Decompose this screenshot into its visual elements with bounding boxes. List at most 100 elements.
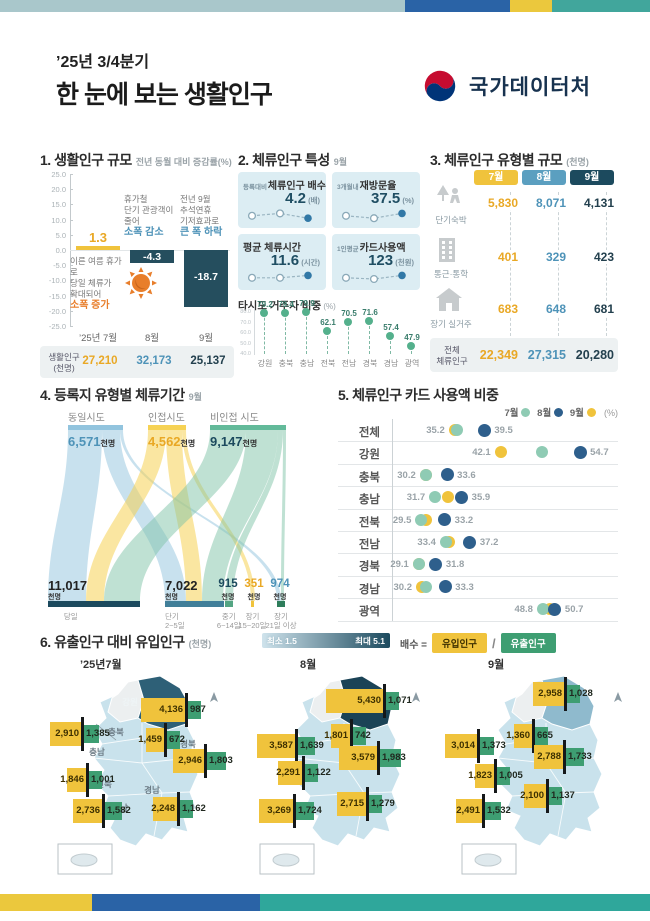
- lollipop-axis: [254, 308, 255, 355]
- footer-value: 25,137: [190, 355, 226, 367]
- lollipop-category: 전북: [320, 359, 336, 368]
- min-value-label: 30.2: [393, 581, 412, 593]
- region-name-충북: 충북: [108, 727, 124, 737]
- outflow-value: 1,639: [299, 740, 324, 751]
- dot: [455, 490, 469, 504]
- metric-value-row: 11.6 (시간): [238, 252, 320, 270]
- map-month-label: 9월: [488, 659, 505, 671]
- inflow-value: 2,788: [537, 751, 561, 762]
- y-tick-label: -25.0: [48, 322, 66, 331]
- spending-row-광역: 광역 48.8 50.7: [338, 598, 618, 622]
- ratio-tick: [176, 792, 180, 826]
- section4-stay-duration-sankey: 4. 등록지 유형별 체류기간 9월 동일시도 6,571천명 인접시도 4,562천명 비…: [40, 385, 332, 635]
- target-label: 장기: [245, 612, 260, 621]
- inflow-bar: 2,910: [50, 722, 81, 746]
- annotation-emphasis: 큰 폭 하락: [180, 227, 223, 238]
- gov-taegeuk-icon: [420, 66, 460, 106]
- lollipop-value: 79.4: [278, 299, 294, 309]
- max-value-label: 39.5: [494, 425, 513, 436]
- outflow-bar: 665: [535, 727, 553, 745]
- y-tick-label: -10.0: [48, 276, 66, 286]
- target-value: 974: [270, 578, 290, 590]
- section-title: 2. 체류인구 특성 9월: [238, 150, 347, 170]
- lollipop-value: 70.5: [341, 308, 357, 318]
- outflow-bar: 1,137: [548, 787, 575, 805]
- lollipop-ytick: 80.0: [240, 309, 251, 315]
- outflow-bar: 1,122: [304, 764, 331, 782]
- metric-value-row: 37.5 (%): [332, 190, 414, 208]
- bar-value-label: 1.3: [88, 230, 108, 245]
- max-value-label: 50.7: [564, 604, 584, 616]
- ratio-tick: [85, 763, 89, 797]
- cell-value: 681: [566, 302, 614, 316]
- max-value-label: 33.2: [454, 514, 474, 526]
- spending-row-충북: 충북 30.2 33.6: [338, 463, 618, 488]
- outflow-value: 1,582: [106, 805, 131, 816]
- section-subtitle: (천명): [566, 157, 589, 167]
- lollipop-category: 광역: [404, 359, 420, 368]
- annotation-line: 추석연휴: [180, 205, 212, 215]
- building-icon: [434, 236, 466, 266]
- map-’25년7월: ’25년7월강원충북충남전북전남경북경남4,1369871,4596722,91…: [42, 656, 242, 884]
- metric-card-0: 등록대비체류인구 배수 4.2 (배): [238, 172, 326, 228]
- section-title-text: 3. 체류인구 유형별 규모: [430, 152, 563, 168]
- min-value-label: 30.2: [397, 469, 416, 481]
- row-plot: 33.4 37.2: [392, 531, 619, 554]
- lollipop-dot: [323, 326, 331, 335]
- metric-name: 평균 체류시간: [243, 239, 323, 254]
- outflow-bar: 1,385: [83, 725, 110, 743]
- target-label: 6~14일: [216, 621, 241, 630]
- y-tick-label: 25.0: [51, 170, 66, 179]
- metric-prefix: 1인평균: [337, 246, 359, 253]
- target-unit: 천명: [165, 594, 178, 601]
- inflow-bar: 3,579: [339, 746, 377, 770]
- flow-pair-충남: 3,014 1,373: [445, 729, 506, 763]
- flow-pair-전남: 2,736 1,582: [73, 794, 131, 828]
- target-bar: [251, 601, 254, 607]
- metric-unit: (배): [306, 196, 320, 205]
- ratio-tick: [203, 744, 207, 778]
- inflow-bar: 2,291: [276, 761, 302, 785]
- report-period: ’25년 3/4분기: [56, 54, 150, 71]
- metric-prefix: 등록대비: [243, 184, 267, 191]
- flow-pair-전남: 3,269 1,724: [258, 794, 322, 828]
- inflow-chip: 유입인구: [432, 633, 487, 653]
- row-plot: 31.7 35.9: [392, 486, 619, 509]
- outflow-value: 1,532: [486, 805, 511, 816]
- section5-card-spending: 5. 체류인구 카드 사용액 비중 7월 8월 9월 (%) 전체 35.2 39.5 강…: [338, 385, 618, 625]
- column-dashed-line: [606, 192, 608, 336]
- metric-name: 1인평균카드사용액: [337, 239, 417, 254]
- map-month-label: 8월: [300, 659, 317, 671]
- metric-value: 123: [368, 252, 394, 269]
- inflow-bar: 3,269: [258, 799, 293, 823]
- outflow-bar: 1,803: [206, 752, 233, 770]
- top-band: [0, 0, 650, 12]
- lollipop-stem: [369, 320, 371, 354]
- target-value: 7,022: [165, 578, 198, 593]
- month-legend: 7월 8월 9월 (%): [338, 403, 618, 421]
- inflow-bar: 1,823: [468, 764, 494, 788]
- region-name-충남: 충남: [89, 747, 105, 757]
- row-plot: 42.1 54.7: [392, 441, 619, 464]
- y-tick-mark: [70, 265, 73, 267]
- footer-value: 27,210: [82, 355, 118, 367]
- inflow-bar: 2,715: [337, 792, 366, 816]
- ratio-tick: [562, 740, 566, 774]
- target-unit: 천명: [247, 594, 261, 601]
- inflow-value: 2,946: [178, 755, 202, 766]
- map-8월: 8월 5,430 1,071 1,801 742 3,587 1,639 2,291 1,122…: [244, 656, 444, 884]
- flow-pair-강원: 4,136 987: [141, 693, 206, 727]
- lollipop-category: 충북: [278, 359, 294, 368]
- metric-unit: (시간): [299, 258, 320, 267]
- inflow-value: 3,579: [351, 752, 375, 763]
- footer-label-line2: (천명): [53, 363, 75, 373]
- inflow-value: 3,014: [451, 740, 475, 751]
- compass-icon: [614, 692, 622, 702]
- total-value: 20,280: [575, 348, 614, 362]
- flow-pair-전남: 2,491 1,532: [455, 794, 511, 828]
- bar-value-label: -18.7: [194, 271, 218, 284]
- target-label: 중기: [221, 612, 236, 621]
- metric-name: 3개월내재방문율: [337, 177, 417, 192]
- outflow-value: 742: [354, 730, 371, 741]
- row-plot: 30.2 33.3: [392, 575, 619, 599]
